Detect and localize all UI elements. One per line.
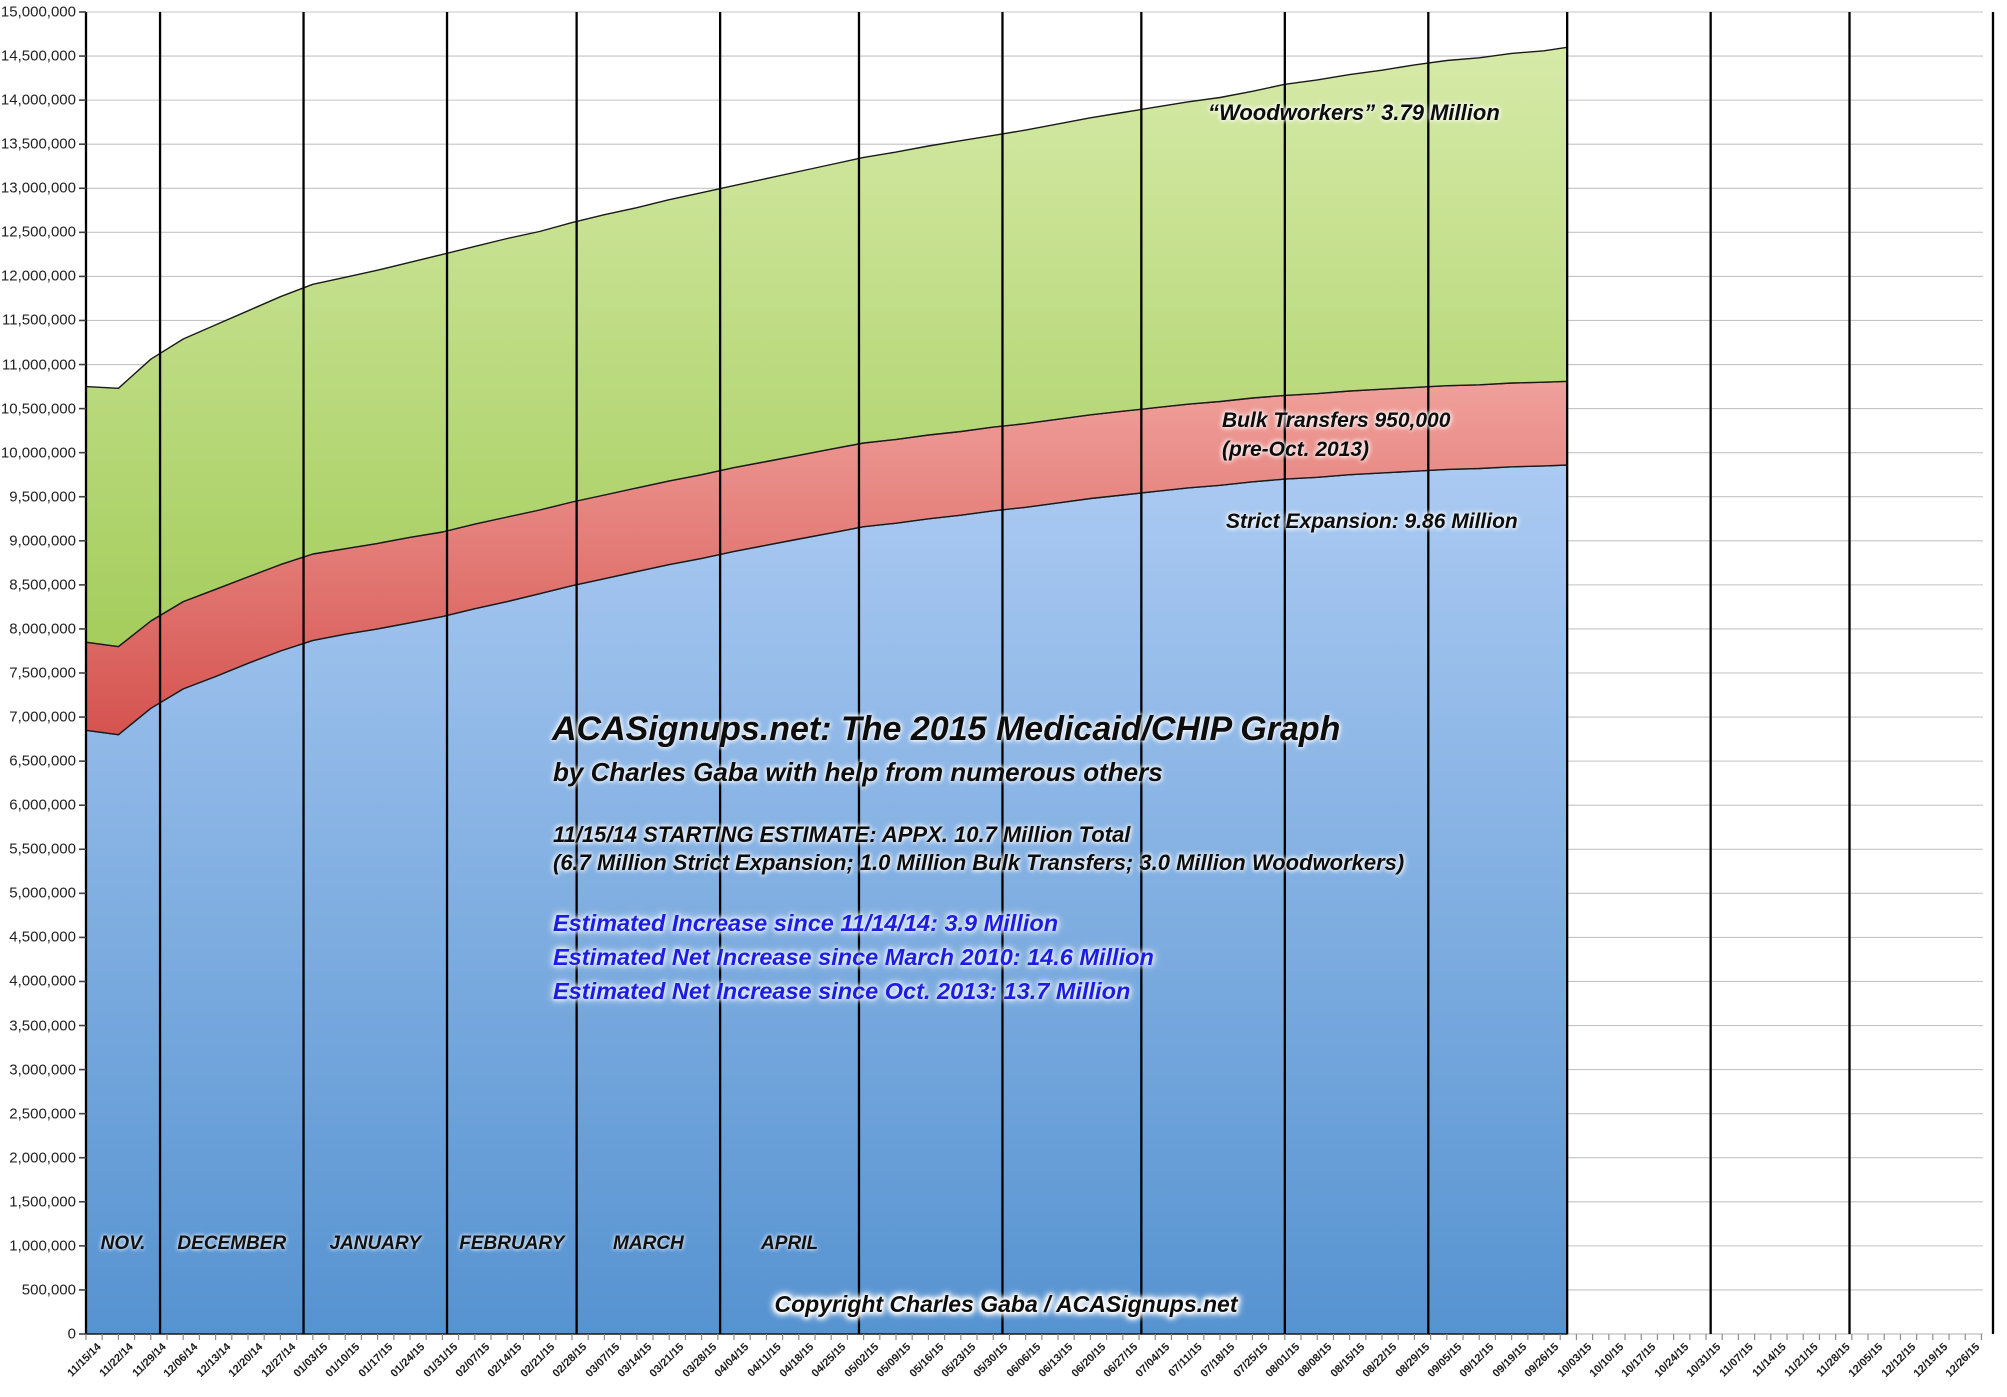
y-axis-label: 3,500,000 xyxy=(9,1017,76,1035)
estimated-increase-line1: Estimated Increase since 11/14/14: 3.9 M… xyxy=(553,910,1059,936)
y-axis-label: 6,500,000 xyxy=(9,752,76,770)
month-label-nov: NOV. xyxy=(100,1233,146,1254)
y-axis-label: 500,000 xyxy=(21,1281,76,1299)
bulk-transfers-series-label-line1: Bulk Transfers 950,000 xyxy=(1222,409,1451,432)
y-axis-label: 14,500,000 xyxy=(0,47,76,65)
y-axis-label: 2,000,000 xyxy=(9,1149,76,1167)
estimated-increase-line2: Estimated Net Increase since March 2010:… xyxy=(553,944,1154,970)
y-axis-label: 1,000,000 xyxy=(9,1237,76,1255)
y-axis-label: 5,500,000 xyxy=(9,840,76,858)
starting-estimate-line1: 11/15/14 STARTING ESTIMATE: APPX. 10.7 M… xyxy=(553,822,1131,847)
month-label-february: FEBRUARY xyxy=(459,1233,565,1254)
y-axis-label: 11,000,000 xyxy=(2,356,76,374)
y-axis-label: 14,000,000 xyxy=(0,91,76,109)
y-axis-label: 2,500,000 xyxy=(9,1105,76,1123)
y-axis-label: 8,000,000 xyxy=(9,620,76,638)
chart-byline: by Charles Gaba with help from numerous … xyxy=(553,757,1163,787)
y-axis-label: 11,500,000 xyxy=(2,311,76,329)
y-axis-label: 9,000,000 xyxy=(9,532,76,550)
y-axis-label: 1,500,000 xyxy=(9,1193,76,1211)
y-axis-label: 13,500,000 xyxy=(0,135,76,153)
chart-title: ACASignups.net: The 2015 Medicaid/CHIP G… xyxy=(552,710,1341,748)
y-axis-label: 7,500,000 xyxy=(9,664,76,682)
y-axis-label: 12,000,000 xyxy=(0,267,76,285)
y-axis-label: 12,500,000 xyxy=(0,223,76,241)
y-axis-label: 4,500,000 xyxy=(9,928,76,946)
y-axis-label: 10,500,000 xyxy=(0,400,76,418)
y-axis-label: 9,500,000 xyxy=(9,488,76,506)
starting-estimate-line2: (6.7 Million Strict Expansion; 1.0 Milli… xyxy=(553,850,1405,875)
y-axis-label: 10,000,000 xyxy=(0,444,76,462)
y-axis-label: 13,000,000 xyxy=(0,179,76,197)
y-axis-label: 7,000,000 xyxy=(9,708,76,726)
y-axis-label: 8,500,000 xyxy=(9,576,76,594)
estimated-increase-line3: Estimated Net Increase since Oct. 2013: … xyxy=(553,978,1131,1004)
woodworkers-series-label: “Woodworkers” 3.79 Million xyxy=(1208,100,1500,125)
month-label-january: JANUARY xyxy=(329,1233,422,1254)
y-axis-label: 5,000,000 xyxy=(9,884,76,902)
y-axis-label: 0 xyxy=(67,1325,76,1343)
y-axis-label: 15,000,000 xyxy=(0,3,76,21)
month-label-april: APRIL xyxy=(761,1233,819,1254)
month-label-december: DECEMBER xyxy=(177,1233,287,1254)
copyright-notice: Copyright Charles Gaba / ACASignups.net xyxy=(774,1291,1238,1317)
y-axis-label: 3,000,000 xyxy=(9,1061,76,1079)
y-axis-label: 6,000,000 xyxy=(9,796,76,814)
month-label-march: MARCH xyxy=(613,1233,684,1254)
strict-expansion-series-label: Strict Expansion: 9.86 Million xyxy=(1226,510,1518,533)
y-axis-label: 4,000,000 xyxy=(9,972,76,990)
bulk-transfers-series-label-line2: (pre-Oct. 2013) xyxy=(1222,438,1370,461)
